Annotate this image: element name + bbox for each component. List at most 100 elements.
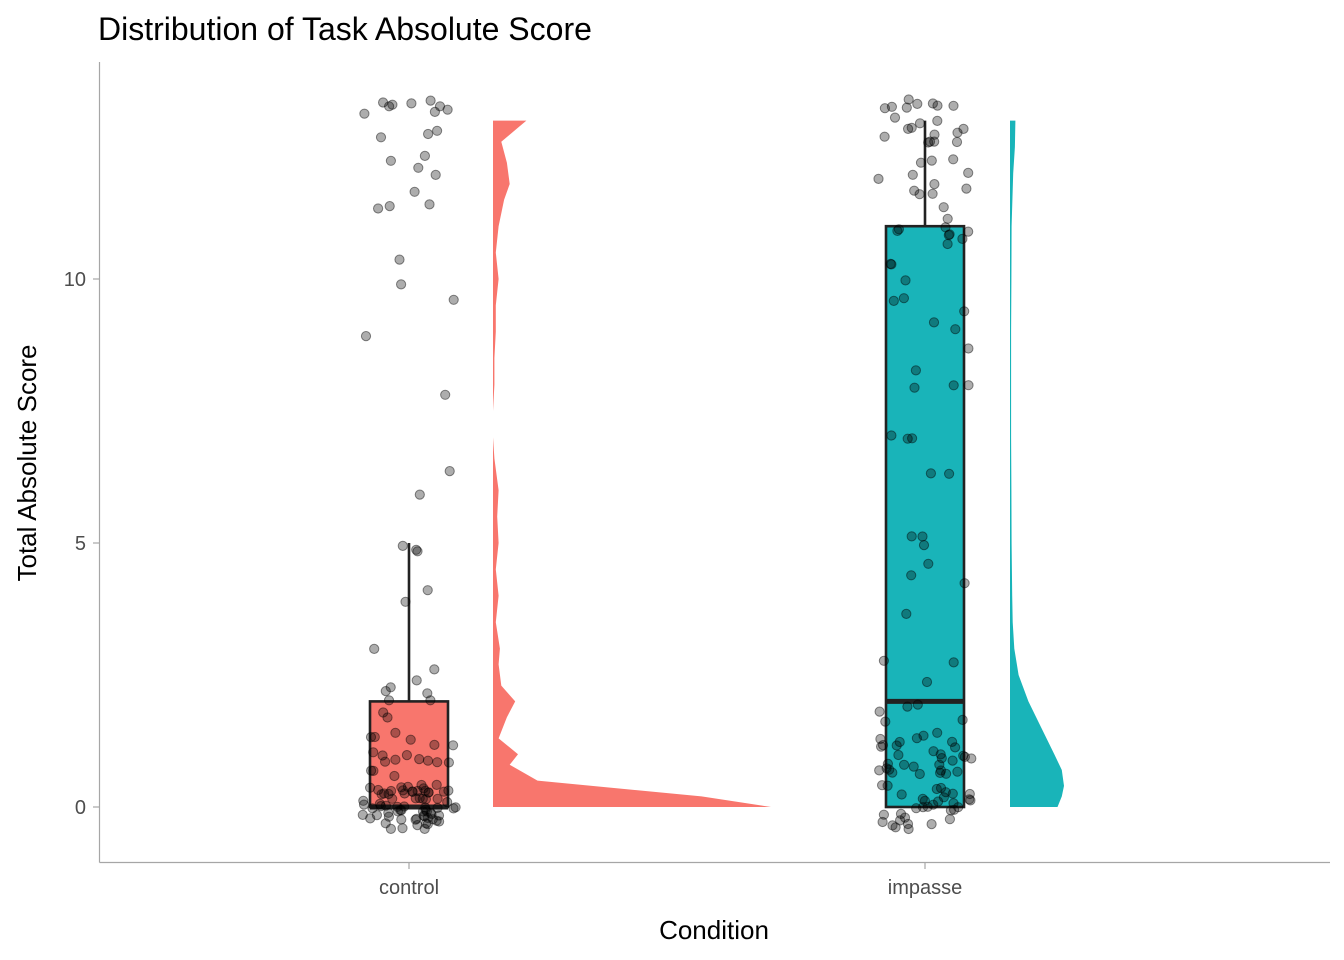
data-point-control xyxy=(417,806,429,817)
data-point-impasse xyxy=(923,137,934,148)
data-point-impasse xyxy=(900,275,911,286)
data-point-impasse xyxy=(903,823,914,835)
data-point-control xyxy=(425,807,436,819)
data-point-impasse xyxy=(919,795,931,807)
data-point-control xyxy=(358,795,369,806)
data-point-control xyxy=(357,809,368,821)
data-point-impasse xyxy=(902,433,913,444)
data-point-control xyxy=(385,155,396,166)
data-point-impasse xyxy=(874,706,885,717)
data-point-impasse xyxy=(878,655,890,666)
data-point-control xyxy=(411,813,422,824)
data-point-control xyxy=(425,695,436,706)
data-point-impasse xyxy=(877,740,889,751)
data-point-control xyxy=(419,823,430,835)
data-point-impasse xyxy=(886,259,897,270)
data-point-impasse xyxy=(911,733,923,744)
data-point-control xyxy=(368,765,379,777)
series-impasse xyxy=(873,94,1064,835)
data-point-control xyxy=(434,101,446,112)
data-point-impasse xyxy=(938,792,950,803)
data-point-control xyxy=(396,782,407,793)
data-point-impasse xyxy=(928,799,939,810)
data-point-control xyxy=(412,546,423,557)
data-point-impasse xyxy=(917,802,929,813)
data-point-control xyxy=(384,201,395,212)
data-point-impasse xyxy=(964,794,975,805)
data-point-control xyxy=(432,757,443,768)
data-point-impasse xyxy=(931,783,942,795)
data-point-impasse xyxy=(959,578,970,589)
data-point-impasse xyxy=(885,258,896,269)
data-point-impasse xyxy=(881,763,892,774)
data-point-impasse xyxy=(887,820,898,831)
data-point-impasse xyxy=(942,238,953,250)
data-point-impasse xyxy=(911,803,922,814)
data-point-control xyxy=(385,682,396,693)
data-point-control xyxy=(376,789,387,800)
data-point-impasse xyxy=(952,766,963,777)
data-point-control xyxy=(360,331,372,342)
data-point-impasse xyxy=(907,169,918,180)
data-point-impasse xyxy=(914,189,925,200)
data-point-impasse xyxy=(918,730,929,741)
data-point-control xyxy=(426,809,437,820)
data-point-impasse xyxy=(873,173,884,184)
data-point-control xyxy=(389,770,400,782)
data-point-impasse xyxy=(944,229,955,240)
data-point-impasse xyxy=(875,733,886,745)
data-point-impasse xyxy=(879,103,891,114)
data-point-impasse xyxy=(935,749,946,760)
data-point-impasse xyxy=(921,676,933,688)
data-point-impasse xyxy=(935,765,947,776)
data-point-control xyxy=(410,814,421,825)
data-point-impasse xyxy=(953,802,964,813)
data-point-control xyxy=(387,793,398,804)
data-point-control xyxy=(374,798,385,810)
data-point-impasse xyxy=(908,761,919,772)
data-point-impasse xyxy=(948,100,959,111)
data-point-impasse xyxy=(927,98,939,109)
data-point-control xyxy=(417,793,428,804)
data-point-impasse xyxy=(917,531,928,542)
y-axis-ticks: 0 5 10 xyxy=(64,269,100,819)
data-point-control xyxy=(424,199,435,210)
data-point-impasse xyxy=(918,540,930,551)
data-point-impasse xyxy=(944,814,956,825)
data-point-impasse xyxy=(924,136,936,147)
data-point-control xyxy=(423,787,434,798)
data-point-impasse xyxy=(936,753,947,764)
data-point-control xyxy=(420,802,431,813)
data-point-impasse xyxy=(928,317,940,328)
data-point-impasse xyxy=(906,531,917,542)
data-point-impasse xyxy=(882,780,893,791)
data-point-impasse xyxy=(948,657,959,668)
data-point-impasse xyxy=(914,768,925,780)
data-point-impasse xyxy=(957,714,968,726)
data-point-control xyxy=(430,169,441,180)
data-point-control xyxy=(444,466,455,477)
data-point-control xyxy=(420,804,431,815)
data-point-control xyxy=(359,108,370,119)
data-point-control xyxy=(368,747,379,758)
data-point-control xyxy=(392,801,403,812)
data-point-control xyxy=(448,740,459,751)
data-point-control xyxy=(397,540,408,552)
data-point-control xyxy=(412,820,423,831)
data-point-control xyxy=(378,707,389,718)
data-point-impasse xyxy=(938,202,949,213)
data-point-control xyxy=(394,254,405,265)
data-point-impasse xyxy=(891,740,902,751)
data-point-impasse xyxy=(903,123,914,134)
data-point-impasse xyxy=(880,716,891,727)
data-point-control xyxy=(397,785,409,796)
data-point-control xyxy=(427,814,438,825)
data-point-control xyxy=(366,765,377,776)
data-point-control xyxy=(432,793,443,804)
data-point-impasse xyxy=(945,805,957,816)
data-point-impasse xyxy=(907,433,918,444)
data-point-control xyxy=(420,794,431,805)
data-point-control xyxy=(399,788,410,799)
data-point-impasse xyxy=(895,815,906,826)
